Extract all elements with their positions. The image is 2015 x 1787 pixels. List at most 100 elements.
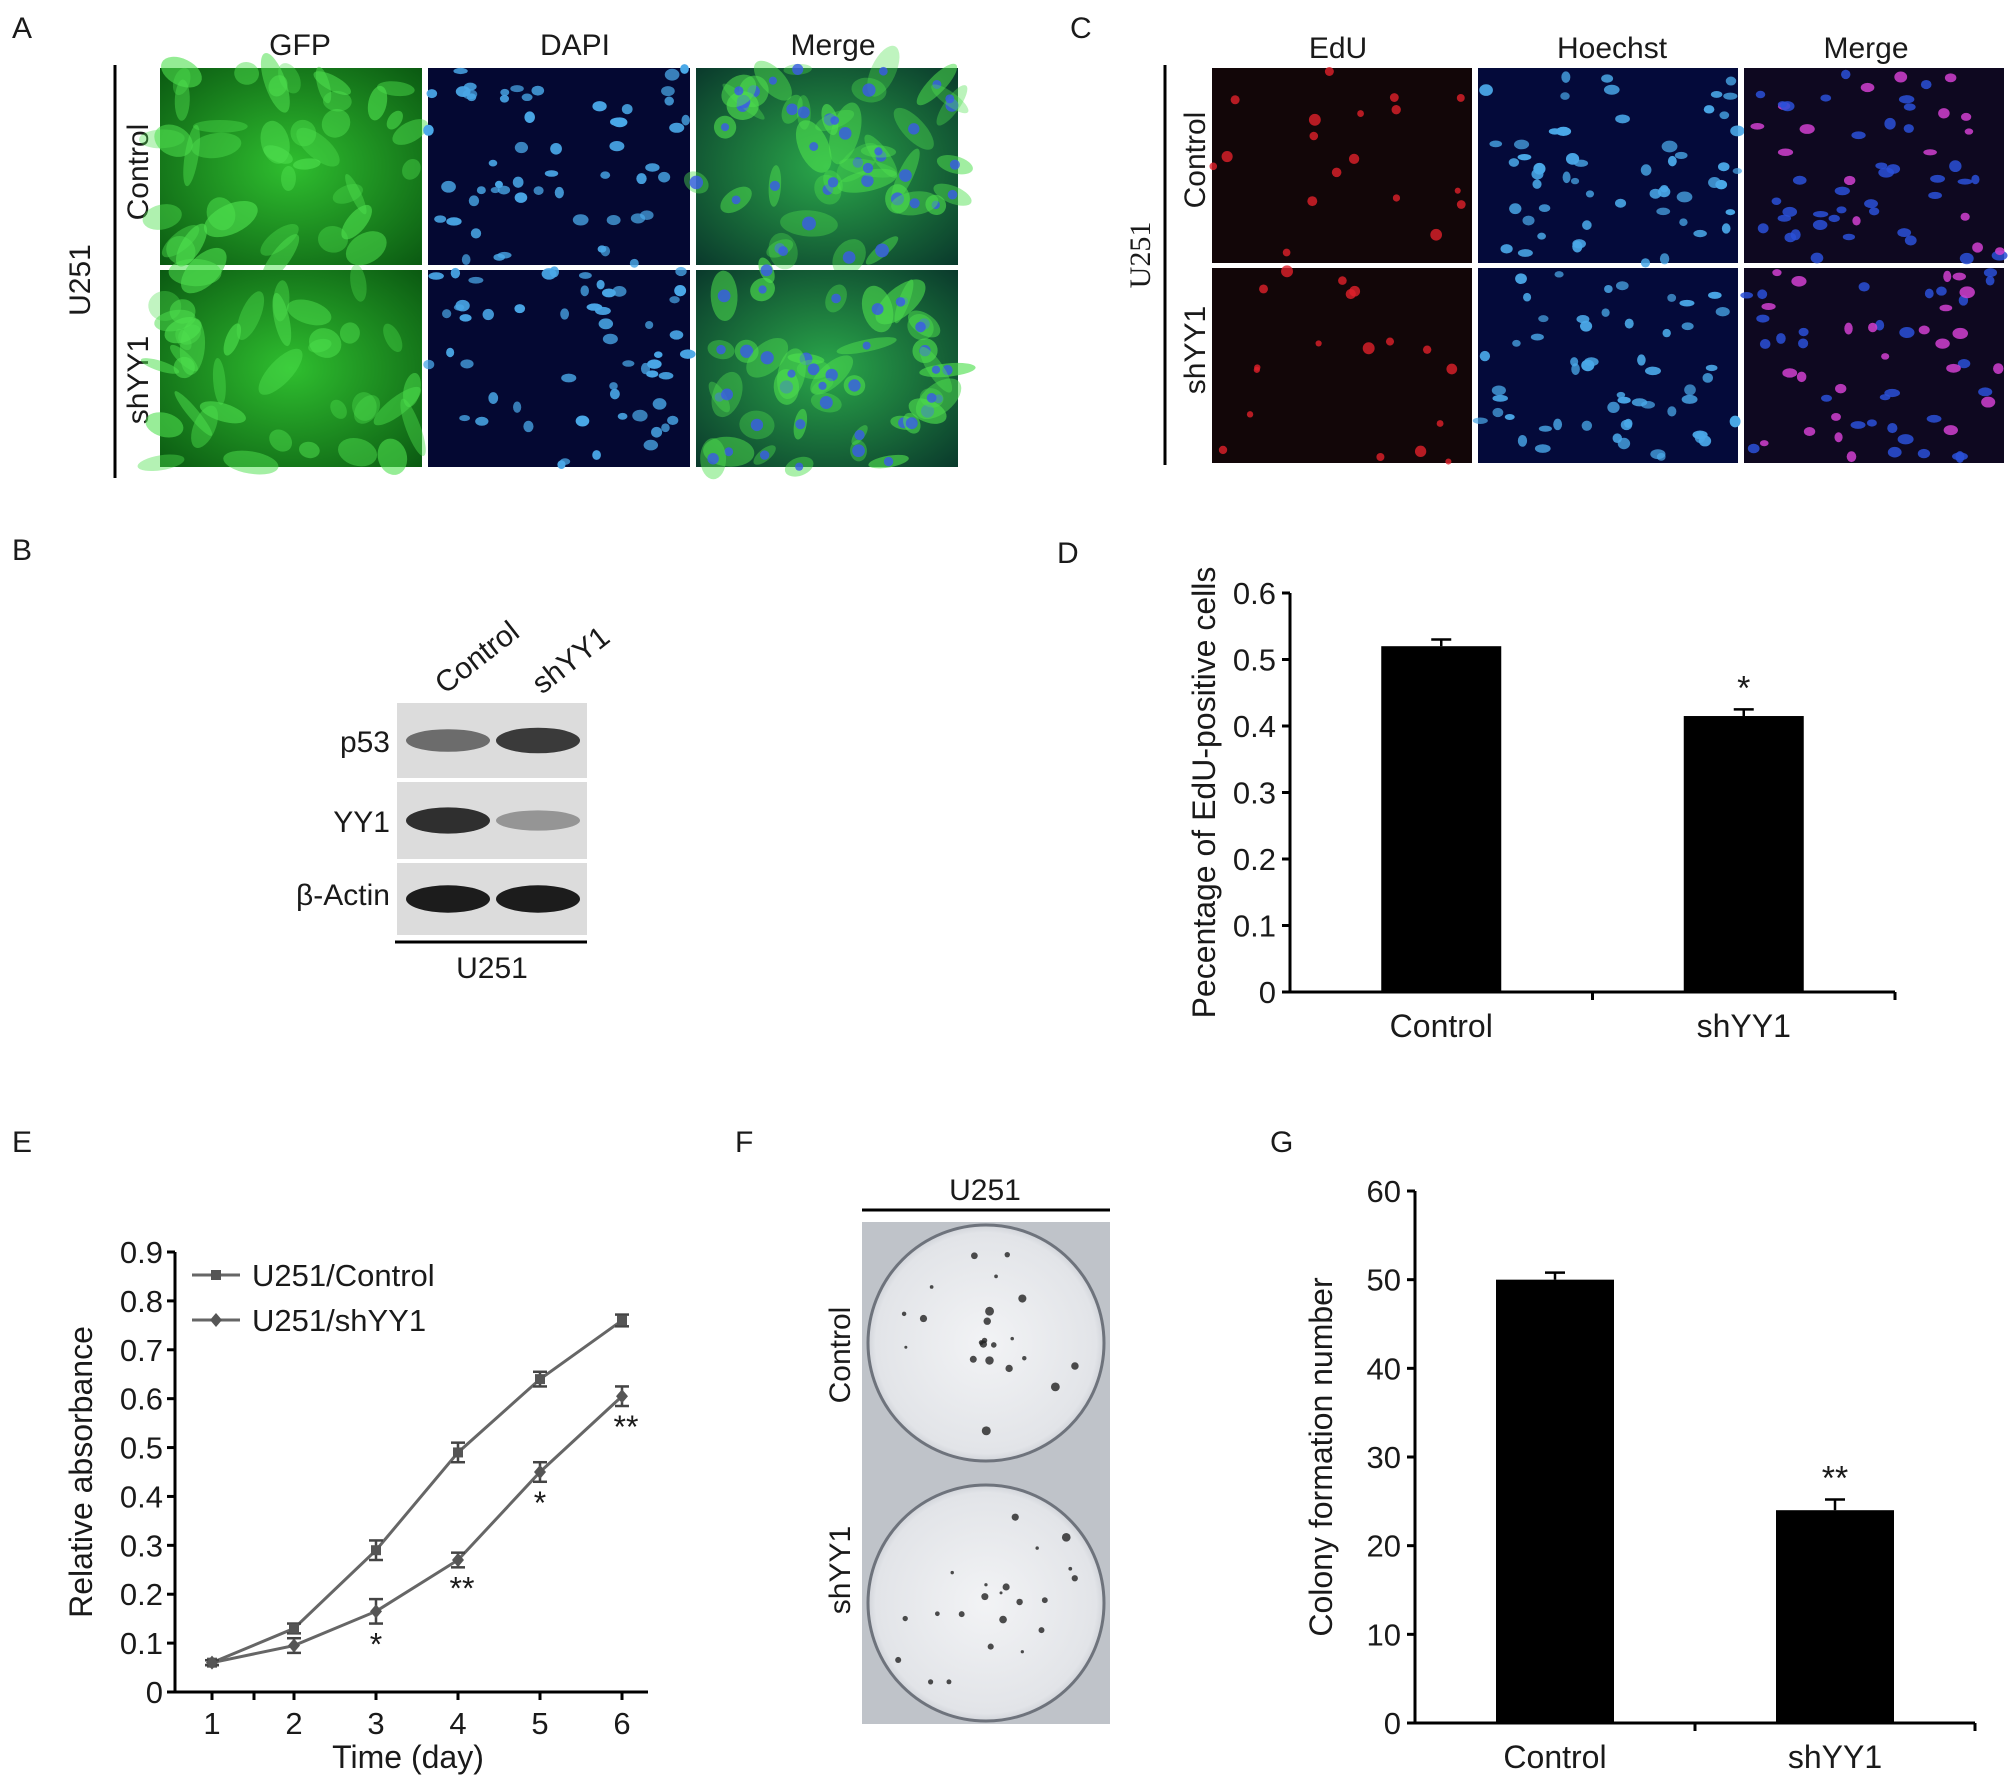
y-tick-label: 0.4 (1233, 709, 1276, 744)
panel-b-lane-shyy1: shYY1 (526, 620, 616, 700)
micrograph-merge-control (1744, 68, 2008, 265)
panel-a-row-control: Control (122, 124, 155, 221)
panel-c-micrographs (1209, 67, 2008, 465)
blot-band (496, 810, 580, 831)
data-point (616, 1389, 628, 1404)
data-point (453, 1447, 463, 1458)
panel-a-row-shyy1: shYY1 (122, 336, 155, 424)
panel-b-lane-control: Control (429, 615, 526, 701)
significance-mark: * (534, 1485, 546, 1521)
panel-f-row-shyy1: shYY1 (824, 1526, 857, 1614)
western-blot (397, 703, 587, 935)
blot-band (496, 885, 580, 913)
panel-b-band-p53: p53 (340, 726, 390, 759)
x-tick-label: 6 (613, 1706, 630, 1741)
panel-c-cell-line: U251 (1124, 222, 1157, 289)
y-tick-label: 0.7 (120, 1333, 163, 1368)
data-point (370, 1604, 382, 1619)
y-tick-label: 0.2 (1233, 842, 1276, 877)
series-line (211, 1395, 624, 1665)
y-tick-label: 20 (1367, 1529, 1401, 1564)
panel-c-row-control: Control (1179, 112, 1212, 209)
panel-a-column-dapi: DAPI (540, 29, 610, 62)
significance-mark: ** (450, 1570, 475, 1606)
panel-c-column-hoechst: Hoechst (1557, 32, 1668, 65)
panel-a-column-gfp: GFP (269, 29, 331, 62)
chart-e: 0 0.1 0.2 0.3 0.4 0.5 0.6 0.7 0.8 0.9 1 2 3 4 5 6 Time (… (63, 1235, 648, 1775)
panel-f-row-control: Control (824, 1307, 857, 1404)
significance-mark: * (370, 1627, 382, 1663)
bar-control (1496, 1279, 1614, 1723)
micrograph-merge-shyy1 (1740, 268, 2004, 463)
x-tick-label: 4 (449, 1706, 466, 1741)
legend-label: U251/shYY1 (252, 1303, 426, 1338)
x-tick-label: shYY1 (1697, 1008, 1791, 1044)
series-line (211, 1319, 623, 1665)
panel-d: D 0 0.1 0.2 0.3 0.4 0.5 0.6 Control * shYY1 Pecent… (1057, 537, 1897, 1044)
y-tick-label: 0.3 (120, 1528, 163, 1563)
y-tick-label: 0 (1384, 1706, 1401, 1741)
micrograph-merge-control (683, 45, 973, 276)
y-tick-label: 0.1 (120, 1626, 163, 1661)
dish-shyy1 (866, 1483, 1106, 1723)
blot-band (496, 727, 580, 754)
micrograph-edu-shyy1 (1212, 265, 1472, 465)
panel-a-micrographs (137, 45, 976, 480)
micrograph-gfp-control (138, 53, 429, 283)
significance-mark: * (1737, 669, 1750, 707)
data-point (289, 1623, 299, 1634)
panel-a-column-merge: Merge (790, 29, 875, 62)
panel-e-letter: E (12, 1126, 32, 1159)
panel-c: C EdU Hoechst Merge U251 Control shYY1 (1070, 12, 2008, 465)
x-tick-label: shYY1 (1788, 1739, 1882, 1775)
series-u251-shyy1: ****** (205, 1385, 639, 1670)
y-tick-label: 0.6 (120, 1382, 163, 1417)
micrograph-gfp-shyy1 (137, 247, 426, 475)
y-tick-label: 0.8 (120, 1284, 163, 1319)
panel-g-letter: G (1270, 1126, 1293, 1159)
panel-a: A GFP DAPI Merge U251 Control shYY1 (12, 12, 976, 480)
data-point (206, 1655, 218, 1670)
colony-dishes (862, 1222, 1110, 1724)
blot-band (406, 885, 490, 913)
legend-entry: U251/shYY1 (192, 1303, 426, 1338)
y-tick-label: 0.6 (1233, 576, 1276, 611)
panel-b-band-actin: β-Actin (296, 879, 390, 912)
panel-c-letter: C (1070, 12, 1092, 45)
data-point (452, 1553, 464, 1567)
panel-c-row-shyy1: shYY1 (1179, 306, 1212, 394)
y-tick-label: 60 (1367, 1174, 1401, 1209)
panel-e: E 0 0.1 0.2 0.3 0.4 0.5 0.6 0.7 0.8 0.9 1 2 3 4 5 6 Time… (12, 1126, 648, 1775)
panel-f-letter: F (735, 1126, 753, 1159)
y-tick-label: 0.5 (1233, 643, 1276, 678)
x-axis-label: Time (day) (332, 1739, 484, 1775)
y-tick-label: 50 (1367, 1263, 1401, 1298)
y-tick-label: 30 (1367, 1440, 1401, 1475)
x-tick-label: 5 (531, 1706, 548, 1741)
panel-c-column-merge: Merge (1823, 32, 1908, 65)
chart-d: 0 0.1 0.2 0.3 0.4 0.5 0.6 Control * shYY1 Pecentag… (1186, 567, 1897, 1044)
significance-mark: ** (614, 1409, 639, 1445)
y-tick-label: 40 (1367, 1351, 1401, 1386)
panel-a-letter: A (12, 12, 32, 45)
y-axis-label: Relative absorbance (63, 1326, 99, 1618)
x-tick-label: Control (1503, 1739, 1606, 1775)
legend-entry: U251/Control (192, 1258, 435, 1293)
y-tick-label: 10 (1367, 1617, 1401, 1652)
chart-g: 0 10 20 30 40 50 60 Control ** shYY1 Colony format… (1303, 1174, 1977, 1775)
micrograph-hoechst-control (1478, 68, 1745, 268)
y-axis-label: Pecentage of EdU-positive cells (1186, 567, 1222, 1019)
y-tick-label: 0.5 (120, 1431, 163, 1466)
y-tick-label: 0 (146, 1675, 163, 1710)
micrograph-dapi-shyy1 (423, 266, 696, 470)
y-tick-label: 0.1 (1233, 909, 1276, 944)
series-u251-control (205, 1313, 629, 1668)
dish-control (866, 1223, 1106, 1463)
bar-shyy1 (1776, 1510, 1894, 1723)
panel-g: G 0 10 20 30 40 50 60 Control ** shYY1 Colony form… (1270, 1126, 1977, 1775)
data-point (617, 1315, 627, 1326)
data-point (535, 1374, 545, 1385)
y-axis-label: Colony formation number (1303, 1277, 1339, 1637)
panel-b-band-yy1: YY1 (333, 806, 390, 839)
